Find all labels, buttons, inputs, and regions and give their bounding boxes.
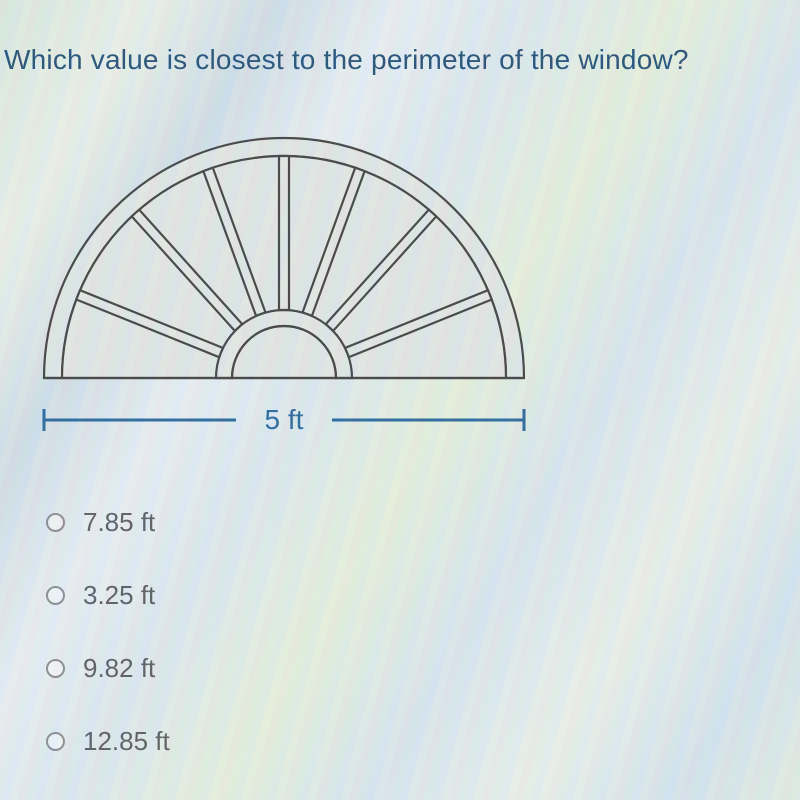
window-figure: 5 ft	[28, 120, 800, 455]
radio-icon[interactable]	[46, 513, 65, 532]
radio-icon[interactable]	[46, 586, 65, 605]
option-c[interactable]: 9.82 ft	[46, 653, 800, 684]
radio-icon[interactable]	[46, 659, 65, 678]
semicircle-window-svg: 5 ft	[28, 120, 540, 450]
option-label: 3.25 ft	[83, 580, 155, 611]
answer-options: 7.85 ft 3.25 ft 9.82 ft 12.85 ft	[46, 507, 800, 757]
option-label: 9.82 ft	[83, 653, 155, 684]
option-label: 7.85 ft	[83, 507, 155, 538]
svg-text:5 ft: 5 ft	[265, 404, 304, 435]
question-text: Which value is closest to the perimeter …	[0, 44, 800, 76]
option-a[interactable]: 7.85 ft	[46, 507, 800, 538]
radio-icon[interactable]	[46, 732, 65, 751]
option-d[interactable]: 12.85 ft	[46, 726, 800, 757]
option-b[interactable]: 3.25 ft	[46, 580, 800, 611]
option-label: 12.85 ft	[83, 726, 170, 757]
